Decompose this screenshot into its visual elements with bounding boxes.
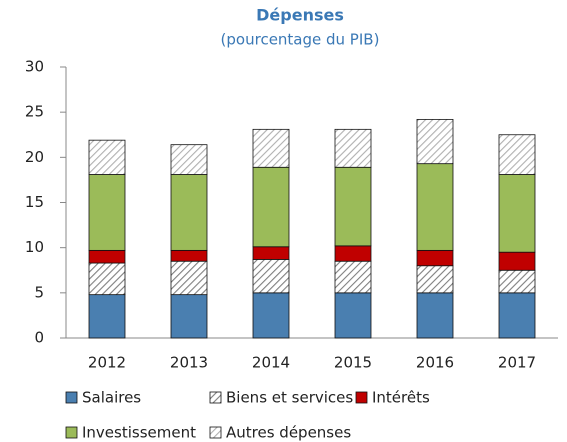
bar-segment <box>252 166 290 248</box>
bar-segment <box>88 294 126 339</box>
bar-segment <box>170 294 208 339</box>
bar-segment <box>334 128 372 168</box>
bar-segment <box>88 139 126 175</box>
bar-segment <box>334 260 372 294</box>
y-tick-label: 30 <box>25 58 44 76</box>
legend-label: Autres dépenses <box>226 424 351 442</box>
bar-segment <box>252 292 290 339</box>
legend-swatch <box>355 391 368 404</box>
bar-segment <box>498 269 536 294</box>
bar-segment <box>416 163 454 251</box>
legend-swatch <box>65 426 78 439</box>
bar-segment <box>252 259 290 294</box>
bar-segment <box>88 249 126 264</box>
bar-segment <box>170 249 208 262</box>
x-tick-label: 2016 <box>416 354 454 372</box>
legend-label: Investissement <box>82 424 196 442</box>
bar-segment <box>88 174 126 251</box>
x-tick-label: 2014 <box>252 354 290 372</box>
bar-segment <box>498 251 536 271</box>
x-tick-label: 2017 <box>498 354 536 372</box>
bar-segment <box>334 292 372 339</box>
bar-segment <box>252 128 290 168</box>
legend-label: Biens et services <box>226 389 353 407</box>
bar-segment <box>416 265 454 294</box>
legend-swatch <box>65 391 78 404</box>
legend-label: Salaires <box>82 389 141 407</box>
bar-segment <box>498 174 536 253</box>
legend-label: Intérêts <box>372 389 430 407</box>
y-tick-label: 25 <box>25 103 44 121</box>
bar-segment <box>416 292 454 339</box>
y-tick-label: 20 <box>25 148 44 166</box>
bar-segment <box>416 118 454 165</box>
bar-segment <box>88 262 126 296</box>
y-tick-label: 15 <box>25 193 44 211</box>
legend-swatch <box>209 391 222 404</box>
chart-title: Dépenses <box>256 6 344 25</box>
bar-segment <box>170 260 208 296</box>
bar-segment <box>416 249 454 267</box>
bar-segment <box>498 292 536 339</box>
chart-subtitle: (pourcentage du PIB) <box>221 31 380 49</box>
bar-segment <box>170 174 208 251</box>
bar-segment <box>334 166 372 247</box>
legend-swatch <box>209 426 222 439</box>
y-tick-label: 5 <box>34 283 44 301</box>
y-tick-label: 0 <box>34 329 44 347</box>
x-tick-label: 2012 <box>88 354 126 372</box>
bar-segment <box>334 245 372 262</box>
x-tick-label: 2013 <box>170 354 208 372</box>
bar-segment <box>498 134 536 175</box>
bar-segment <box>170 144 208 175</box>
bar-segment <box>252 246 290 260</box>
x-tick-label: 2015 <box>334 354 372 372</box>
y-tick-label: 10 <box>25 238 44 256</box>
